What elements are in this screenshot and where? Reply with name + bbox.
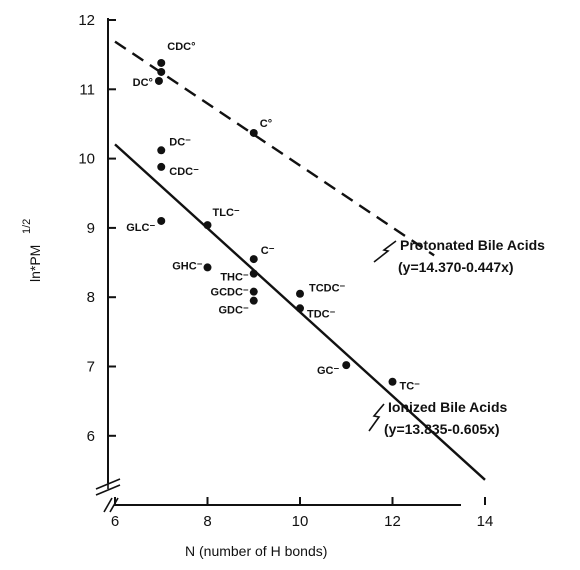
ionized-point-label-5: C⁻ [261, 245, 275, 257]
ionized-series-label: Ionized Bile Acids [388, 399, 507, 415]
protonated-series-label: Protonated Bile Acids [400, 237, 545, 253]
ionized-point-label-7: GCDC⁻ [211, 287, 249, 299]
x-tick-label-10: 10 [292, 513, 309, 530]
ionized-pointer-arrow [368, 403, 385, 432]
protonated-point-label-3: C° [260, 118, 272, 130]
ionized-point-10 [296, 304, 304, 313]
ionized-point-1 [157, 162, 166, 171]
protonated-point-1 [157, 67, 166, 76]
ionized-point-0 [157, 146, 166, 155]
x-tick-label-12: 12 [384, 513, 401, 530]
ionized-point-9 [296, 289, 304, 298]
y-tick-label-10: 10 [78, 151, 95, 168]
protonated-point-label-0: CDC° [167, 41, 195, 53]
protonated-fit-line [114, 40, 435, 257]
ionized-point-label-2: GLC⁻ [126, 222, 155, 234]
ionized-point-2 [157, 216, 166, 225]
ionized-point-label-6: THC⁻ [220, 272, 249, 284]
ionized-point-label-3: TLC⁻ [213, 207, 240, 219]
ionized-point-label-12: TC⁻ [400, 381, 421, 393]
ionized-point-label-11: GC⁻ [317, 365, 340, 377]
x-tick-label-8: 8 [203, 513, 211, 530]
y-tick-label-9: 9 [87, 220, 95, 237]
data-points: CDC° DC° C° DC⁻ CDC⁻ GLC⁻ TLC⁻ GHC⁻ C⁻ THC⁻ GCDC⁻ G… [126, 41, 420, 393]
ionized-point-label-9: TCDC⁻ [309, 283, 346, 295]
ionized-point-12 [388, 377, 397, 386]
y-tick-label-8: 8 [87, 289, 95, 306]
ionized-equation: (y=13.835-0.605x) [384, 421, 500, 437]
y-tick-label-6: 6 [87, 428, 95, 445]
x-tick-label-14: 14 [477, 513, 494, 530]
y-axis-title: ln*PM 1/2 [21, 219, 43, 282]
ionized-point-label-10: TDC⁻ [307, 308, 336, 320]
ionized-point-3 [203, 221, 212, 230]
ionized-point-label-8: GDC⁻ [219, 305, 249, 317]
ionized-point-8 [249, 296, 258, 305]
x-axis-title: N (number of H bonds) [185, 543, 327, 559]
axis-break [95, 478, 121, 513]
ionized-point-label-4: GHC⁻ [172, 260, 202, 272]
x-tick-marks: 6 8 10 12 14 [111, 497, 494, 530]
protonated-point-3 [249, 128, 258, 137]
y-tick-label-12: 12 [78, 12, 95, 29]
y-axis-title-main: ln*PM [27, 245, 43, 282]
ionized-point-6 [249, 269, 258, 278]
y-axis-title-exponent: 1/2 [21, 219, 33, 234]
svg-text:ln*PM: ln*PM [27, 245, 43, 282]
protonated-pointer-arrow [373, 240, 397, 263]
ionized-point-5 [249, 255, 258, 264]
ionized-point-11 [342, 361, 351, 370]
ionized-point-label-0: DC⁻ [169, 136, 191, 148]
ionized-point-4 [203, 263, 212, 272]
x-tick-label-6: 6 [111, 513, 119, 530]
ionized-point-label-1: CDC⁻ [169, 166, 199, 178]
protonated-equation: (y=14.370-0.447x) [398, 259, 514, 275]
protonated-point-2 [154, 76, 163, 85]
protonated-point-0 [157, 58, 166, 67]
y-tick-marks: 6 7 8 9 10 11 12 [78, 12, 116, 445]
y-tick-label-11: 11 [79, 81, 95, 98]
protonated-point-label-2: DC° [133, 77, 153, 89]
y-tick-label-7: 7 [87, 359, 95, 376]
ionized-point-7 [249, 287, 258, 296]
